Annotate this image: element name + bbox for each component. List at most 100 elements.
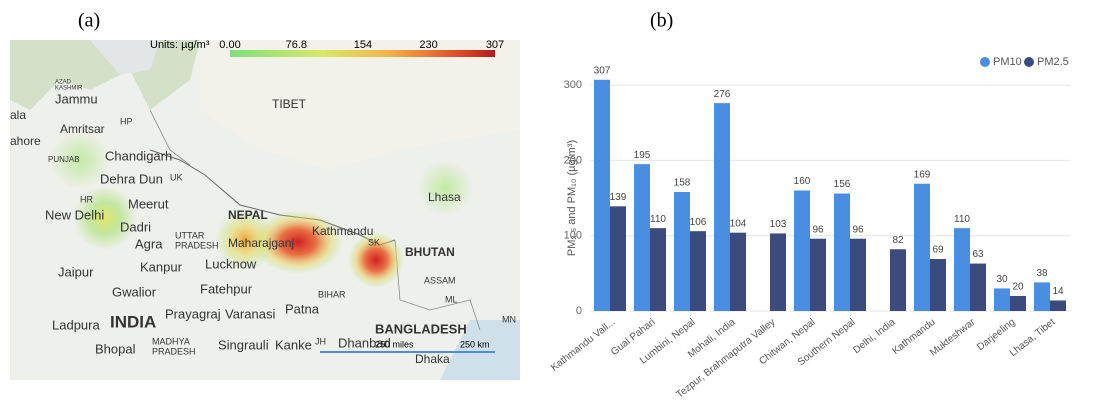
units-label: Units: µg/m³ — [150, 39, 210, 51]
place-label: Lhasa — [428, 190, 461, 204]
y-tick-label: 300 — [564, 79, 582, 91]
place-label: Jaipur — [58, 264, 94, 279]
value-label: 156 — [834, 179, 851, 190]
bar — [690, 231, 706, 311]
bar — [634, 164, 650, 311]
place-label: INDIA — [110, 312, 156, 331]
bar — [770, 233, 786, 311]
scale-label: 250 km — [460, 339, 490, 349]
value-label: 110 — [650, 214, 666, 225]
value-label: 139 — [610, 192, 627, 203]
place-label: SK — [368, 237, 380, 247]
bar — [850, 239, 866, 311]
place-label: Maharajganj — [228, 236, 294, 250]
colorbar-tick-label: 76.8 — [286, 39, 307, 51]
place-label: TIBET — [272, 97, 307, 111]
bar — [794, 191, 810, 312]
value-label: 96 — [812, 224, 824, 235]
place-label: PUNJAB — [48, 155, 80, 164]
place-label: ahore — [10, 134, 41, 148]
value-label: 195 — [634, 150, 651, 161]
place-label: UTTAR — [175, 230, 205, 240]
place-label: HR — [80, 194, 93, 204]
bar — [1010, 296, 1026, 311]
value-label: 30 — [996, 274, 1008, 285]
place-label: Kanpur — [140, 259, 183, 274]
place-label: Patna — [285, 301, 320, 316]
place-label: JH — [315, 336, 326, 346]
place-label: ML — [445, 294, 458, 304]
bar — [954, 228, 970, 311]
place-label: MADHYA — [152, 336, 190, 346]
bar — [674, 192, 690, 311]
colorbar-tick-label: 307 — [486, 39, 504, 51]
place-label: ASSAM — [424, 275, 456, 285]
bar — [610, 206, 626, 311]
value-label: 110 — [954, 214, 970, 225]
bar — [994, 288, 1010, 311]
value-label: 158 — [674, 178, 691, 189]
place-label: Dadri — [120, 219, 151, 234]
place-label: Dhaka — [415, 352, 450, 366]
legend-label: PM10 — [993, 56, 1022, 68]
bar — [810, 239, 826, 311]
place-label: PRADESH — [152, 346, 196, 356]
colorbar — [230, 50, 495, 57]
legend-marker — [1024, 57, 1034, 67]
legend-label: PM2.5 — [1037, 56, 1069, 68]
place-label: Amritsar — [60, 122, 105, 136]
place-label: Singrauli — [218, 337, 269, 352]
bar — [834, 194, 850, 311]
place-label: Prayagraj — [165, 306, 221, 321]
bar — [1050, 300, 1066, 311]
place-label: Bhopal — [95, 341, 136, 356]
value-label: 104 — [730, 218, 747, 229]
colorbar-tick-label: 154 — [354, 39, 372, 51]
map: JammuAmritsarHPChandigarhPUNJABDehra Dun… — [10, 40, 520, 380]
place-label: Chandigarh — [105, 148, 172, 163]
colorbar-tick-label: 230 — [419, 39, 437, 51]
place-label: Gwalior — [112, 284, 157, 299]
place-label: NEPAL — [228, 208, 268, 222]
bar — [930, 259, 946, 311]
bar — [1034, 282, 1050, 311]
value-label: 160 — [794, 176, 811, 187]
y-tick-label: 200 — [564, 154, 582, 166]
place-label: Meerut — [128, 196, 169, 211]
value-label: 169 — [914, 169, 931, 180]
bar — [730, 233, 746, 311]
bar — [970, 264, 986, 311]
y-tick-label: 0 — [576, 305, 582, 317]
scale-label: 250 miles — [375, 339, 414, 349]
bar — [890, 249, 906, 311]
value-label: 307 — [594, 65, 611, 76]
place-label: BIHAR — [318, 289, 346, 299]
value-label: 276 — [714, 89, 731, 100]
x-tick-label: Mukteshwar — [928, 316, 978, 358]
bar — [914, 184, 930, 311]
place-label: ala — [10, 108, 26, 122]
legend-marker — [980, 57, 990, 67]
place-label: New Delhi — [45, 207, 104, 222]
value-label: 82 — [892, 235, 904, 246]
value-label: 20 — [1012, 282, 1024, 293]
panel-label: (b) — [650, 10, 673, 32]
value-label: 69 — [932, 245, 944, 256]
place-label: Ladpura — [52, 317, 100, 332]
bar — [594, 80, 610, 311]
place-label: HP — [120, 116, 133, 126]
bar — [650, 228, 666, 311]
place-label: Kanke — [275, 337, 312, 352]
place-label: UK — [170, 172, 183, 182]
place-label: Fatehpur — [200, 281, 253, 296]
value-label: 14 — [1052, 286, 1064, 297]
place-label: MN — [502, 314, 516, 324]
heat-spot — [417, 160, 473, 216]
place-label: PRADESH — [175, 240, 219, 250]
place-label: Dehra Dun — [100, 171, 163, 186]
place-label: Kathmandu — [312, 224, 373, 238]
colorbar-tick-label: 0.00 — [219, 39, 240, 51]
place-label: Agra — [135, 236, 163, 251]
bar — [714, 103, 730, 311]
x-tick-label: Kathmandu Vall... — [549, 317, 617, 374]
